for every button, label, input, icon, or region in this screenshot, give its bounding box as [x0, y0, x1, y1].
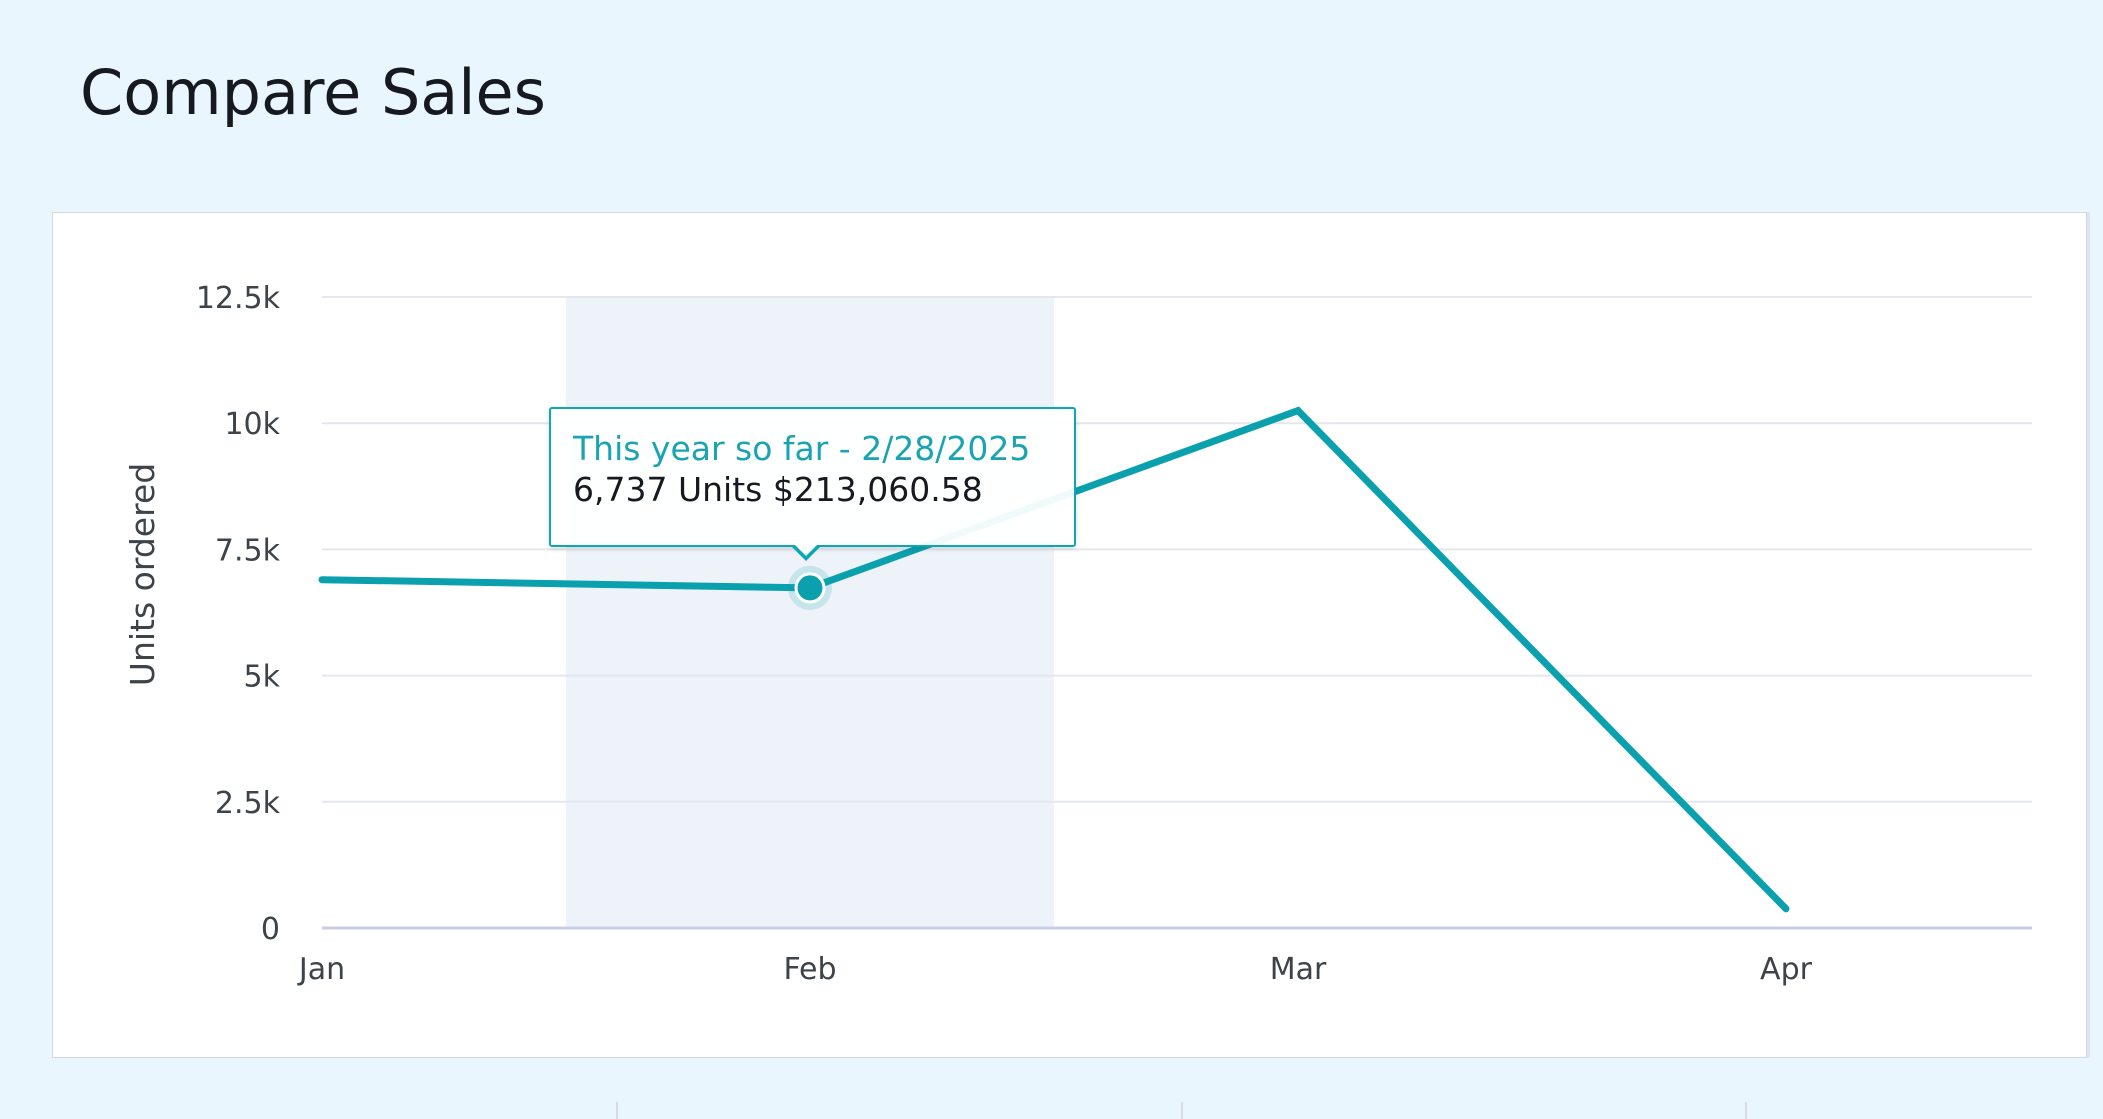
- x-tick-labels: Jan Feb Mar Apr: [297, 952, 1813, 987]
- x-tick-label: Apr: [1760, 952, 1813, 987]
- data-point-tooltip: This year so far - 2/28/2025 6,737 Units…: [549, 407, 1076, 547]
- summary-divider: [1745, 1102, 1747, 1119]
- tooltip-value: 6,737 Units $213,060.58: [573, 470, 983, 509]
- y-tick-label: 0: [261, 912, 280, 947]
- y-tick-label: 7.5k: [215, 533, 281, 568]
- data-points: [788, 565, 832, 610]
- y-tick-label: 5k: [244, 660, 281, 695]
- tooltip-title: This year so far - 2/28/2025: [573, 429, 1031, 468]
- x-tick-label: Feb: [783, 952, 836, 987]
- tooltip-arrow-inner: [793, 543, 819, 556]
- highlight-band-feb: [566, 297, 1054, 928]
- page-title: Compare Sales: [80, 56, 546, 129]
- data-point-marker: [794, 572, 826, 604]
- summary-divider: [1181, 1102, 1183, 1119]
- comparison-summary-strip: [0, 1058, 2103, 1119]
- y-tick-labels: 0 2.5k 5k 7.5k 10k 12.5k: [196, 281, 281, 947]
- grid-lines: [322, 296, 2032, 803]
- y-axis-label: Units ordered: [123, 463, 162, 686]
- x-tick-label: Mar: [1270, 952, 1327, 987]
- summary-divider: [616, 1102, 618, 1119]
- card-scroll-edge: [2087, 212, 2090, 1058]
- x-tick-label: Jan: [297, 952, 345, 987]
- y-tick-label: 2.5k: [215, 786, 281, 821]
- y-tick-label: 10k: [224, 407, 280, 442]
- sales-chart-card: [52, 212, 2087, 1058]
- y-tick-label: 12.5k: [196, 281, 281, 316]
